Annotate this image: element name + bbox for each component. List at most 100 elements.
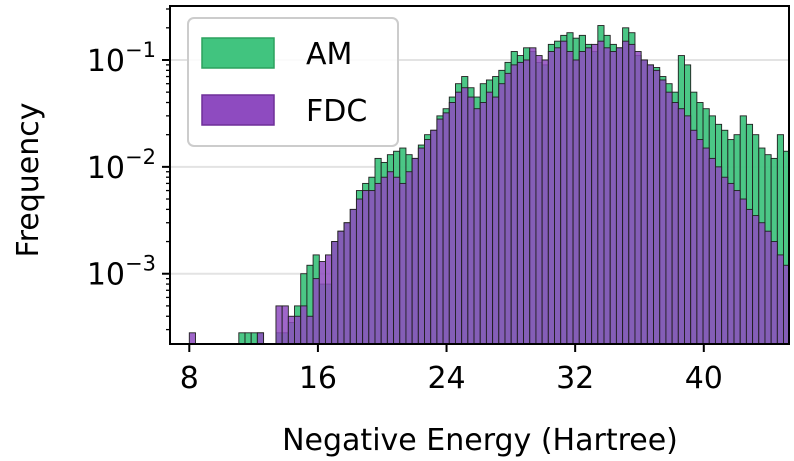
- bar-fdc: [640, 59, 648, 345]
- x-tick-label: 40: [685, 361, 723, 396]
- bar-fdc: [337, 230, 345, 345]
- x-axis-label: Negative Energy (Hartree): [282, 423, 678, 458]
- bar-fdc: [510, 64, 518, 345]
- bar-fdc: [733, 190, 741, 345]
- plot-frame: [169, 5, 790, 345]
- bar-fdc: [646, 64, 654, 345]
- bar-fdc: [597, 40, 605, 345]
- bar-fdc: [671, 102, 679, 345]
- bar-fdc: [653, 69, 661, 345]
- bar-fdc: [603, 47, 611, 345]
- bar-fdc: [312, 278, 320, 345]
- bar-am: [244, 332, 252, 345]
- x-tick-label: 8: [180, 361, 199, 396]
- bar-fdc: [708, 157, 716, 345]
- bar-fdc: [467, 96, 475, 345]
- legend-swatch-fdc: [201, 94, 275, 126]
- bar-fdc: [696, 139, 704, 345]
- bar-fdc: [343, 222, 351, 345]
- bar-fdc: [609, 51, 617, 345]
- bar-fdc: [349, 208, 357, 345]
- bar-fdc: [386, 171, 395, 345]
- bar-fdc: [560, 40, 568, 345]
- bar-fdc: [442, 112, 450, 345]
- bar-fdc: [411, 157, 419, 345]
- bar-fdc: [745, 208, 754, 345]
- bar-fdc: [566, 51, 574, 345]
- bar-fdc: [325, 254, 333, 345]
- bar-fdc: [393, 176, 401, 345]
- bar-fdc: [473, 108, 481, 345]
- bar-fdc: [479, 102, 487, 345]
- bar-fdc: [256, 332, 265, 345]
- bar-fdc: [424, 139, 432, 345]
- bar-fdc: [659, 79, 667, 345]
- bar-am: [238, 332, 246, 345]
- bar-fdc: [455, 91, 463, 345]
- bar-fdc: [380, 176, 388, 345]
- bar-fdc: [374, 182, 382, 345]
- bar-fdc: [461, 87, 469, 345]
- bar-fdc: [739, 198, 747, 345]
- bar-fdc: [702, 147, 710, 345]
- bar-fdc: [287, 315, 295, 345]
- bar-fdc: [690, 129, 698, 345]
- bar-fdc: [281, 305, 289, 345]
- bar-fdc: [448, 102, 456, 345]
- y-tick-label: 10−3: [87, 252, 156, 293]
- bar-fdc: [677, 108, 685, 345]
- bar-fdc: [776, 254, 784, 345]
- bar-fdc: [628, 43, 636, 345]
- bar-fdc: [355, 198, 364, 345]
- bar-fdc: [368, 190, 376, 345]
- bar-fdc: [492, 96, 500, 345]
- bar-fdc: [331, 241, 339, 345]
- bar-fdc: [417, 147, 425, 345]
- bar-fdc: [294, 315, 302, 345]
- bar-fdc: [665, 91, 673, 345]
- bar-fdc: [578, 51, 586, 345]
- legend-label-fdc: FDC: [306, 94, 367, 129]
- bar-fdc: [485, 91, 494, 345]
- legend-label-am: AM: [306, 37, 352, 72]
- bar-fdc: [585, 47, 593, 345]
- x-tick-label: 32: [556, 361, 594, 396]
- bar-fdc: [684, 115, 692, 345]
- bar-fdc: [758, 222, 766, 345]
- bar-fdc: [622, 40, 630, 345]
- bar-fdc: [634, 51, 642, 345]
- bar-fdc: [535, 55, 543, 345]
- bar-fdc: [275, 305, 283, 345]
- bar-fdc: [318, 261, 326, 345]
- bar-fdc: [529, 47, 537, 345]
- bar-am: [250, 332, 258, 345]
- bar-fdc: [362, 190, 370, 345]
- bar-fdc: [770, 241, 778, 345]
- bar-fdc: [516, 61, 525, 345]
- bar-fdc: [498, 83, 506, 345]
- bar-fdc: [504, 72, 512, 345]
- bar-fdc: [300, 305, 308, 345]
- y-tick-label: 10−2: [87, 145, 156, 186]
- bar-fdc: [547, 51, 555, 345]
- bar-fdc: [591, 43, 599, 345]
- y-tick-label: 10−1: [87, 38, 156, 79]
- bar-fdc: [572, 59, 580, 345]
- bar-fdc: [721, 176, 729, 345]
- bar-fdc: [727, 182, 735, 345]
- bar-fdc: [523, 59, 531, 345]
- x-axis-ticks: 8 16 24 32 40: [180, 344, 723, 396]
- x-tick-label: 24: [427, 361, 465, 396]
- legend-swatch-am: [201, 37, 275, 69]
- bar-fdc: [554, 47, 562, 345]
- bar-fdc: [714, 166, 723, 345]
- bar-fdc: [306, 315, 314, 345]
- x-tick-label: 16: [299, 361, 337, 396]
- bar-fdc: [188, 332, 196, 345]
- y-axis-ticks: 10−1 10−2 10−3: [87, 8, 170, 331]
- bar-fdc: [399, 182, 407, 345]
- bar-fdc: [752, 215, 760, 345]
- bar-fdc: [541, 59, 549, 345]
- bar-fdc: [430, 129, 438, 345]
- legend: AM FDC: [187, 17, 399, 147]
